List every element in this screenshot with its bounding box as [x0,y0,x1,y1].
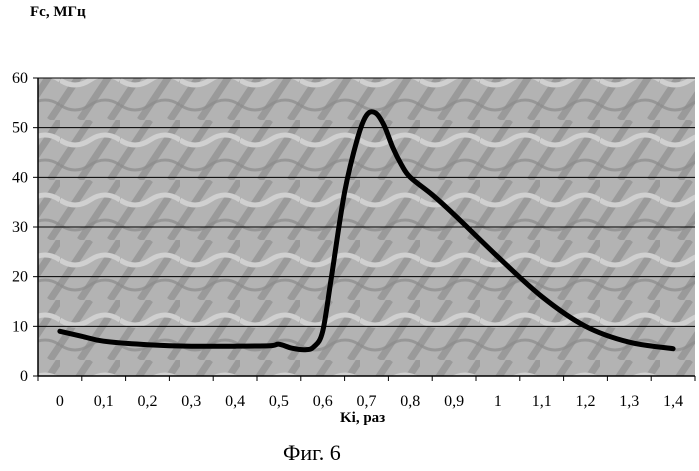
x-tick-label: 1,1 [532,393,552,410]
x-tick-label: 0,6 [313,393,333,410]
x-tick-label: 1,2 [576,393,596,410]
x-tick-label: 0,9 [444,393,464,410]
x-tick-label: 0,7 [357,393,377,410]
x-tick-label: 1 [494,393,502,410]
y-tick-label: 10 [12,318,28,335]
x-tick-label: 0,1 [94,393,114,410]
y-tick-label: 40 [12,169,28,186]
y-tick-label: 20 [12,269,28,286]
line-chart: 0 10 20 30 40 50 60 0 0,1 0,2 0,3 0,4 0,5 0,6 0,7 0,8 0,… [0,0,699,410]
x-tick-label: 0,3 [181,393,201,410]
y-tick-label: 60 [12,70,28,87]
x-tick-label: 0,8 [400,393,420,410]
x-tick-label: 0 [56,393,64,410]
y-tick-label: 50 [12,120,28,137]
x-axis-label: Ki, раз [340,410,385,427]
x-tick-label: 1,3 [619,393,639,410]
y-tick-label: 30 [12,219,28,236]
x-tick-label: 0,2 [138,393,158,410]
x-tick-label: 0,5 [269,393,289,410]
x-tick-label: 1,4 [663,393,683,410]
x-tick-label: 0,4 [225,393,245,410]
figure-caption: Фиг. 6 [283,440,341,466]
y-tick-label: 0 [20,368,28,385]
